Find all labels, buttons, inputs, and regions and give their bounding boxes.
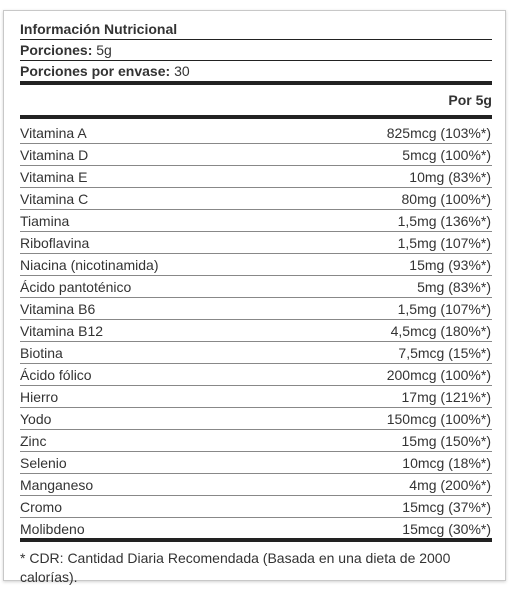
per-serving-header: Por 5g [20,85,492,119]
nutrient-row: Cromo 15mcg (37%*) [20,497,492,518]
nutrient-amount: 5mg (83%*) [417,279,491,295]
nutrient-list: Vitamina A 825mcg (103%*) Vitamina D 5mcg (… [20,123,492,539]
nutrient-name: Manganeso [20,477,94,493]
nutrient-name: Vitamina C [20,191,89,207]
label-title: Información Nutricional [20,19,492,40]
nutrient-name: Molibdeno [20,521,85,537]
nutrient-name: Ácido pantoténico [20,279,132,295]
nutrient-amount: 1,5mg (136%*) [397,213,491,229]
serving-size-label: Porciones: [20,42,93,58]
nutrient-name: Zinc [20,433,47,449]
nutrient-row: Vitamina D 5mcg (100%*) [20,145,492,166]
nutrient-amount: 15mg (93%*) [409,257,491,273]
nutrient-row: Vitamina C 80mg (100%*) [20,189,492,210]
nutrient-amount: 10mcg (18%*) [402,455,491,471]
nutrient-amount: 7,5mcg (15%*) [398,345,491,361]
nutrient-name: Vitamina D [20,147,89,163]
servings-per-container-value: 30 [174,63,190,79]
nutrient-name: Niacina (nicotinamida) [20,257,159,273]
serving-size-row: Porciones: 5g [20,40,492,61]
nutrient-row: Biotina 7,5mcg (15%*) [20,343,492,364]
nutrient-row: Tiamina 1,5mg (136%*) [20,211,492,232]
nutrient-name: Vitamina A [20,125,87,141]
nutrient-row: Vitamina A 825mcg (103%*) [20,123,492,144]
nutrient-row: Riboflavina 1,5mg (107%*) [20,233,492,254]
servings-per-container-label: Porciones por envase: [20,63,171,79]
nutrient-name: Ácido fólico [20,367,92,383]
footnote: * CDR: Cantidad Diaria Recomendada (Basa… [20,550,451,585]
nutrient-amount: 200mcg (100%*) [386,367,491,383]
nutrient-amount: 10mg (83%*) [409,169,491,185]
nutrient-name: Tiamina [20,213,70,229]
nutrient-amount: 17mg (121%*) [401,389,492,405]
nutrient-name: Vitamina B6 [20,301,96,317]
nutrient-amount: 4,5mcg (180%*) [390,323,491,339]
nutrient-name: Vitamina E [20,169,88,185]
nutrient-amount: 4mg (200%*) [409,477,491,493]
nutrient-amount: 15mcg (37%*) [402,499,491,515]
serving-size-value: 5g [96,42,112,58]
servings-per-container-row: Porciones por envase: 30 [20,61,492,81]
nutrient-name: Vitamina B12 [20,323,104,339]
nutrient-name: Riboflavina [20,235,90,251]
nutrient-amount: 825mcg (103%*) [386,125,491,141]
nutrient-row: Selenio 10mcg (18%*) [20,453,492,474]
nutrient-name: Biotina [20,345,63,361]
nutrient-amount: 5mcg (100%*) [402,147,491,163]
nutrient-amount: 150mcg (100%*) [386,411,491,427]
nutrient-amount: 1,5mg (107%*) [397,235,491,251]
nutrient-amount: 1,5mg (107%*) [397,301,491,317]
nutrition-facts-content: Información Nutricional Porciones: 5g Po… [20,19,492,587]
nutrient-name: Yodo [20,411,52,427]
nutrient-row: Ácido fólico 200mcg (100%*) [20,365,492,386]
nutrient-amount: 15mg (150%*) [401,433,492,449]
nutrition-facts-panel: Información Nutricional Porciones: 5g Po… [3,10,506,585]
nutrient-row: Yodo 150mcg (100%*) [20,409,492,430]
nutrient-row: Niacina (nicotinamida) 15mg (93%*) [20,255,492,276]
nutrient-amount: 15mcg (30%*) [402,521,491,537]
nutrient-row: Manganeso 4mg (200%*) [20,475,492,496]
nutrient-name: Selenio [20,455,67,471]
nutrient-row: Zinc 15mg (150%*) [20,431,492,452]
nutrient-row: Molibdeno 15mcg (30%*) [20,519,492,539]
nutrient-amount: 80mg (100%*) [401,191,492,207]
nutrient-row: Vitamina E 10mg (83%*) [20,167,492,188]
nutrient-row: Ácido pantoténico 5mg (83%*) [20,277,492,298]
nutrient-row: Vitamina B6 1,5mg (107%*) [20,299,492,320]
nutrient-row: Hierro 17mg (121%*) [20,387,492,408]
section-divider-bottom [20,538,492,542]
nutrient-name: Cromo [20,499,63,515]
section-divider [20,81,492,85]
nutrient-name: Hierro [20,389,59,405]
nutrient-row: Vitamina B12 4,5mcg (180%*) [20,321,492,342]
